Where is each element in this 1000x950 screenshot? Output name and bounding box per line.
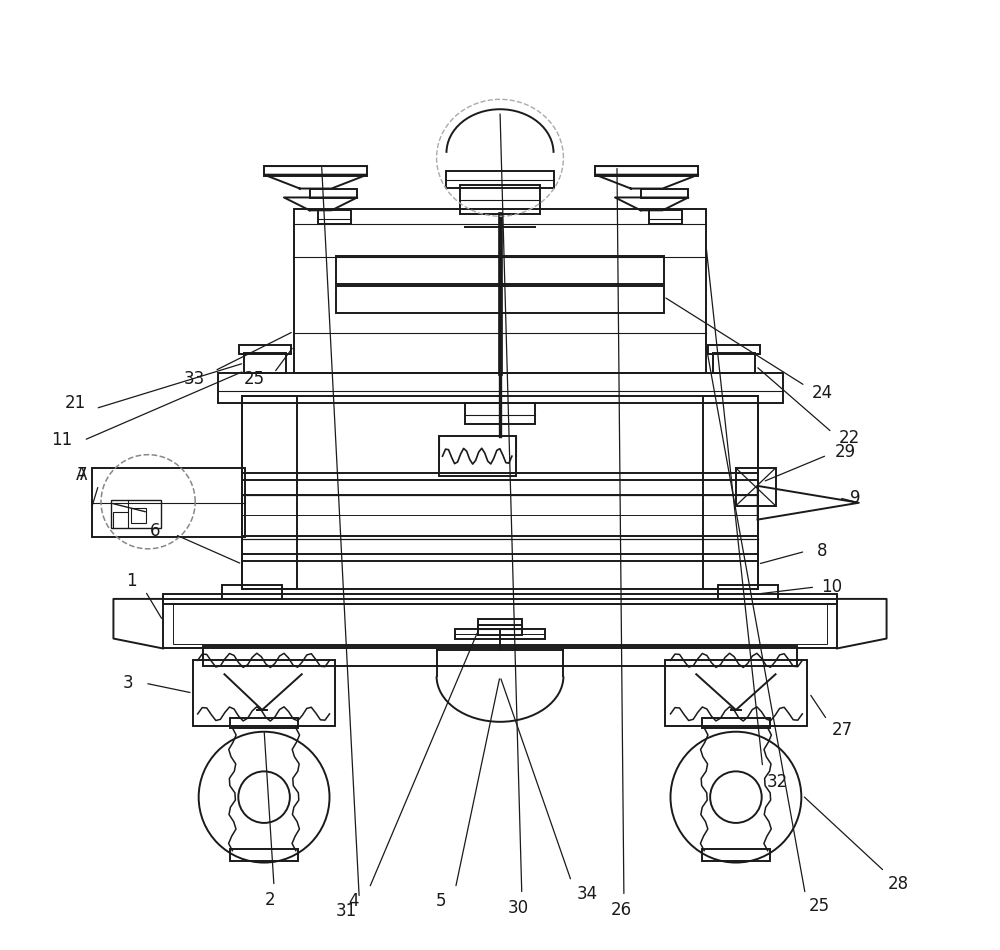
Text: 33: 33: [184, 370, 205, 388]
Text: 24: 24: [812, 384, 833, 402]
Bar: [460, 184, 540, 215]
Bar: [244, 353, 286, 373]
Text: 27: 27: [831, 721, 853, 739]
Text: 3: 3: [123, 674, 134, 693]
Text: 4: 4: [348, 892, 359, 910]
Bar: [310, 188, 357, 199]
Bar: [702, 848, 770, 861]
Bar: [478, 625, 522, 635]
Bar: [111, 500, 161, 527]
Text: 29: 29: [834, 444, 856, 461]
Bar: [595, 165, 698, 176]
Bar: [478, 618, 522, 629]
Text: 1: 1: [126, 572, 137, 590]
Bar: [713, 353, 755, 373]
Text: 21: 21: [65, 393, 86, 411]
Bar: [242, 396, 297, 589]
Text: 22: 22: [838, 429, 860, 447]
Text: 8: 8: [817, 542, 827, 560]
Text: 2: 2: [265, 891, 275, 909]
Text: 26: 26: [610, 902, 631, 920]
Bar: [242, 537, 758, 561]
Polygon shape: [615, 198, 688, 210]
Bar: [318, 210, 351, 224]
Bar: [465, 403, 535, 425]
Text: 11: 11: [51, 431, 73, 449]
Bar: [641, 188, 688, 199]
Polygon shape: [837, 598, 887, 649]
Bar: [736, 468, 776, 505]
Bar: [294, 209, 706, 373]
Polygon shape: [595, 175, 698, 188]
Bar: [92, 468, 245, 538]
Text: 9: 9: [850, 489, 860, 506]
Bar: [163, 598, 837, 649]
Bar: [230, 718, 298, 728]
Bar: [446, 171, 554, 187]
Bar: [203, 647, 797, 666]
Bar: [455, 629, 545, 638]
Bar: [336, 256, 664, 284]
Text: 10: 10: [821, 578, 843, 596]
Text: 30: 30: [507, 899, 528, 917]
Polygon shape: [758, 485, 859, 520]
Polygon shape: [113, 598, 163, 649]
Bar: [173, 604, 827, 643]
Bar: [703, 396, 758, 589]
Bar: [230, 848, 298, 861]
Bar: [665, 660, 807, 726]
Text: 6: 6: [150, 522, 160, 541]
Bar: [131, 507, 146, 522]
Bar: [163, 594, 837, 604]
Bar: [239, 345, 291, 354]
Text: 28: 28: [888, 875, 909, 893]
Bar: [336, 286, 664, 314]
Bar: [242, 473, 758, 495]
Bar: [218, 373, 782, 403]
Text: 7: 7: [76, 466, 87, 484]
Bar: [242, 396, 758, 589]
Bar: [193, 660, 335, 726]
Text: 25: 25: [244, 370, 265, 388]
Bar: [222, 585, 282, 598]
Bar: [649, 210, 682, 224]
Text: A: A: [76, 466, 87, 484]
Text: 31: 31: [336, 902, 357, 921]
Bar: [718, 585, 778, 598]
Text: 5: 5: [435, 892, 446, 910]
Text: 25: 25: [809, 897, 830, 915]
Bar: [439, 436, 516, 476]
Bar: [708, 345, 760, 354]
Bar: [702, 718, 770, 728]
Text: 32: 32: [767, 773, 788, 791]
Bar: [264, 165, 367, 176]
Polygon shape: [284, 198, 357, 210]
Text: 34: 34: [577, 885, 598, 903]
Polygon shape: [264, 175, 367, 188]
